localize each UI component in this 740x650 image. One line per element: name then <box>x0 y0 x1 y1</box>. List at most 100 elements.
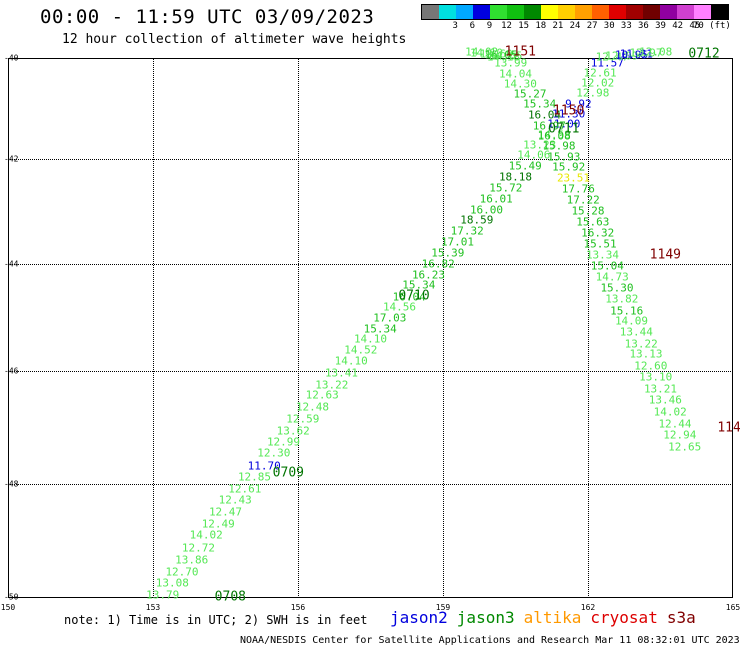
wave-height-value: 15.39 <box>431 246 465 260</box>
scale-tick-label: 3 <box>452 21 458 31</box>
longitude-label: 162 <box>580 603 596 612</box>
wave-height-value: 15.92 <box>552 160 586 174</box>
wave-height-value: 15.30 <box>600 281 634 295</box>
track-time-label: 0711 <box>548 121 580 137</box>
wave-height-value: 14.02 <box>465 45 499 59</box>
wave-height-value: 16.23 <box>411 268 446 282</box>
scale-tick-label: 36 <box>638 21 649 31</box>
latitude-label: -40 <box>4 53 19 63</box>
scale-swatch <box>473 5 490 19</box>
scale-tick-label: 18 <box>535 21 547 31</box>
wave-height-value: 15.27 <box>513 87 547 101</box>
wave-height-value: 14.56 <box>382 300 417 314</box>
scale-swatch <box>677 5 694 19</box>
scale-swatch <box>422 5 439 19</box>
wave-height-value: 13.23 <box>523 138 557 152</box>
longitude-label: 153 <box>145 603 161 612</box>
wave-height-value: 11.81 <box>619 47 653 61</box>
wave-height-value: 14.73 <box>595 270 629 284</box>
wave-height-value: 23.51 <box>556 171 591 185</box>
wave-height-value: 13.08 <box>155 576 189 590</box>
latitude-label: -50 <box>4 592 19 602</box>
wave-height-value: 13.99 <box>494 56 528 70</box>
parallel-line <box>8 371 733 372</box>
parallel-line <box>8 159 733 160</box>
satellite-legend: jason2 jason3 altika cryosat s3a <box>390 608 705 627</box>
wave-height-value: 15.28 <box>571 204 605 218</box>
wave-height-value: 10.95 <box>614 48 649 62</box>
scale-tick-label: 9 <box>486 21 493 31</box>
color-scale-bar <box>421 4 729 20</box>
wave-height-value: 15.34 <box>363 322 397 336</box>
wave-height-value: 12.61 <box>583 66 617 80</box>
wave-height-value: 12.99 <box>266 435 301 449</box>
wave-height-value: 12.02 <box>581 76 615 90</box>
wave-height-value: 15.98 <box>542 139 576 153</box>
wave-height-value: 14.10 <box>353 332 388 346</box>
wave-height-value: 12.94 <box>663 428 697 442</box>
scale-tick-label: 15 <box>518 21 530 31</box>
wave-height-value: 15.04 <box>590 259 624 273</box>
scale-tick-label: 21 <box>552 21 564 31</box>
longitude-label: 165 <box>725 603 740 612</box>
wave-height-value: 12.59 <box>286 412 320 426</box>
latitude-label: -44 <box>4 259 19 269</box>
parallel-line <box>8 264 733 265</box>
wave-height-value: 12.48 <box>295 400 330 414</box>
wave-height-value: 14.02 <box>189 528 223 542</box>
note-text: note: 1) Time is in UTC; 2) SWH is in fe… <box>64 613 368 627</box>
wave-height-value: 12.08 <box>639 45 673 59</box>
wave-height-value: 15.16 <box>610 304 644 318</box>
wave-height-value: 14.09 <box>614 314 649 328</box>
wave-height-value: 14.06 <box>517 148 551 162</box>
scale-tick-label: 70 (ft) <box>692 21 731 31</box>
wave-height-value: 12.72 <box>181 541 215 555</box>
scale-tick-label: 45 <box>689 21 701 31</box>
track-time-label: 0710 <box>398 288 430 304</box>
wave-height-value: 12.47 <box>595 50 629 64</box>
wave-height-value: 18.18 <box>498 170 533 184</box>
wave-height-value: 12.09 <box>605 49 639 63</box>
wave-height-value: 13.34 <box>585 248 620 262</box>
page-subtitle: 12 hour collection of altimeter wave hei… <box>62 32 407 47</box>
wave-height-value: 11.00 <box>547 117 581 131</box>
meridian-line <box>443 58 444 598</box>
wave-height-value: 15.51 <box>583 237 617 251</box>
wave-height-value: 11.70 <box>247 459 281 473</box>
wave-height-value: 16.97 <box>532 119 566 133</box>
longitude-label: 159 <box>435 603 451 612</box>
wave-height-value: 13.62 <box>276 424 310 438</box>
wave-height-value: 13.60 <box>479 47 513 61</box>
scale-swatch <box>558 5 575 19</box>
scale-swatch <box>694 5 711 19</box>
wave-height-value: 13.13 <box>629 347 663 361</box>
wave-height-value: 12.97 <box>629 46 663 60</box>
wave-height-value: 12.70 <box>165 565 199 579</box>
track-time-label: 0712 <box>688 46 720 62</box>
track-time-label: 1148 <box>717 420 740 435</box>
longitude-label: 156 <box>290 603 306 612</box>
track-time-label: 1151 <box>504 44 536 60</box>
wave-height-value: 15.93 <box>547 150 581 164</box>
wave-height-value: 12.49 <box>201 517 235 531</box>
wave-height-value: 15.34 <box>523 97 557 111</box>
scale-tick-label: 42 <box>672 21 684 31</box>
scale-tick-label: 30 <box>603 21 615 31</box>
wave-height-value: 9.92 <box>565 97 592 111</box>
scale-swatch <box>456 5 473 19</box>
wave-height-value: 14.18 <box>486 50 520 64</box>
wave-height-value: 16.08 <box>537 129 571 143</box>
wave-height-value: 12.30 <box>257 446 291 460</box>
page-title: 00:00 - 11:59 UTC 03/09/2023 <box>40 6 375 28</box>
wave-height-value: 14.52 <box>344 343 378 357</box>
wave-height-value: 16.05 <box>484 48 518 62</box>
scale-swatch <box>541 5 558 19</box>
wave-height-value: 12.98 <box>576 86 610 100</box>
wave-height-value: 17.01 <box>440 235 475 249</box>
parallel-line <box>8 484 733 485</box>
legend-jason2: jason2 <box>390 608 448 627</box>
wave-height-value: 16.04 <box>527 108 562 122</box>
wave-height-value: 12.43 <box>218 493 252 507</box>
wave-height-value: 17.32 <box>450 224 484 238</box>
